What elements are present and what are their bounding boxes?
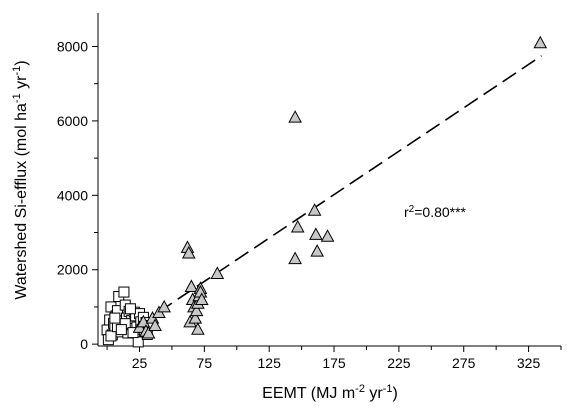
triangle-point <box>210 266 225 279</box>
regression-line <box>139 55 542 326</box>
triangle-point <box>189 303 204 317</box>
triangle-point <box>290 219 305 233</box>
x-tick-label: 125 <box>258 355 282 371</box>
triangle-point <box>309 227 323 240</box>
plot-axes <box>97 13 561 347</box>
x-tick-label: 75 <box>197 355 213 371</box>
triangle-point <box>184 279 199 292</box>
triangle-point <box>194 292 209 305</box>
x-tick-label: 175 <box>322 355 346 371</box>
triangle-point <box>157 299 171 313</box>
square-point <box>105 330 117 342</box>
triangle-point <box>148 318 162 332</box>
y-tick-label: 6000 <box>57 113 88 129</box>
triangle-point <box>181 245 196 259</box>
triangle-point <box>533 35 548 49</box>
y-tick-label: 8000 <box>57 38 88 54</box>
square-point <box>124 303 136 315</box>
r-squared-annotation: r2=0.80*** <box>404 204 467 220</box>
x-tick-label: 25 <box>132 355 148 371</box>
triangle-point <box>288 110 302 123</box>
square-point <box>115 324 127 336</box>
square-point <box>132 336 144 348</box>
x-tick-label: 275 <box>452 355 476 371</box>
triangle-point <box>141 325 156 339</box>
x-tick-label: 325 <box>517 355 541 371</box>
triangle-point <box>188 311 203 324</box>
x-ticks: 25 75 125 175 225 275 325 <box>106 346 562 371</box>
square-point <box>118 286 130 298</box>
triangle-point <box>191 322 205 335</box>
data-points <box>101 35 548 348</box>
fit-line-group <box>139 55 542 326</box>
square-point <box>109 312 121 324</box>
y-tick-label: 0 <box>80 336 88 352</box>
triangle-point <box>136 314 151 328</box>
y-ticks: 0 2000 4000 6000 8000 <box>57 38 98 352</box>
x-axis-title: EEMT (MJ m-2 yr-1) <box>262 383 398 402</box>
y-axis-title: Watershed Si-efflux (mol ha-1 yr-1) <box>11 60 30 299</box>
y-tick-label: 4000 <box>57 187 88 203</box>
triangle-point <box>288 251 302 265</box>
triangle-point <box>307 203 322 216</box>
triangle-point <box>320 229 335 242</box>
y-tick-label: 2000 <box>57 262 88 278</box>
triangle-point <box>310 244 325 257</box>
x-tick-label: 225 <box>387 355 411 371</box>
